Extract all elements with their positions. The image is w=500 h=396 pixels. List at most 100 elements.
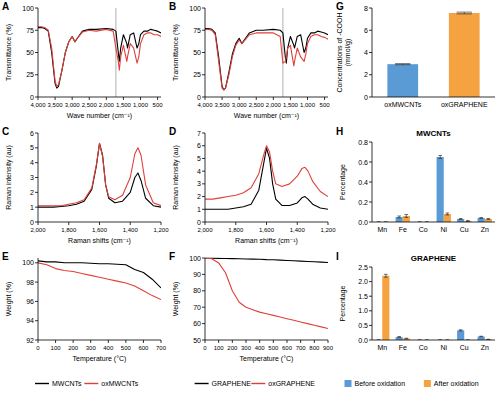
y-tick-label: 50	[26, 49, 34, 56]
error-bar-cap	[466, 220, 470, 221]
y-tick-label: 2	[30, 189, 34, 196]
series-line	[38, 263, 161, 300]
y-tick	[369, 310, 372, 311]
panel: CRaman intensity (au)01234562,0001,8001,…	[2, 126, 169, 245]
x-tick	[218, 340, 219, 343]
x-tick-label: 2,000	[99, 102, 115, 108]
x-tick	[38, 222, 39, 225]
y-tick-label: 1	[197, 206, 201, 213]
y-tick	[35, 177, 38, 178]
series-line	[205, 258, 328, 329]
error-bar-cap	[438, 158, 442, 159]
y-tick	[35, 52, 38, 53]
x-tick	[55, 97, 56, 100]
x-axis-line	[372, 340, 495, 341]
y-tick-label: 25	[26, 71, 34, 78]
error-bar-stem	[385, 274, 386, 277]
error-bar-cap	[405, 338, 409, 339]
plot-area	[205, 258, 328, 329]
x-tick	[161, 222, 162, 225]
y-axis-title-line: Weight (%)	[172, 282, 180, 317]
y-tick-label: 0	[364, 94, 368, 101]
x-tick-label: 500	[268, 345, 279, 351]
plot-area	[205, 146, 328, 210]
x-tick	[273, 97, 274, 100]
y-tick-label: 2.0	[358, 278, 368, 285]
y-tick-label: 1.0	[358, 307, 368, 314]
y-tick-label: 100	[22, 5, 34, 12]
x-tick-label: Ni	[440, 226, 447, 233]
y-tick	[35, 207, 38, 208]
error-bar-stem	[406, 215, 407, 218]
y-axis-line	[372, 8, 373, 97]
y-tick-label: 90	[193, 271, 201, 278]
error-bar-cap	[405, 217, 409, 218]
plot-area	[205, 8, 328, 97]
y-tick-label: 5	[197, 155, 201, 162]
y-tick	[202, 307, 205, 308]
error-bar	[479, 218, 483, 219]
x-tick-label: 1,000	[300, 102, 316, 108]
y-axis-title-line: Weight (%)	[5, 282, 13, 317]
y-tick-label: 7	[197, 130, 201, 137]
bar	[457, 330, 464, 340]
series-line	[205, 258, 328, 262]
y-tick-label: 6	[364, 27, 368, 34]
x-tick	[307, 97, 308, 100]
x-tick-label: 300	[86, 345, 97, 351]
y-tick-label: 0	[30, 94, 34, 101]
x-tick-label: Co	[419, 226, 428, 233]
y-tick	[35, 301, 38, 302]
panel-letter: E	[2, 251, 9, 262]
y-axis-line	[372, 142, 373, 222]
x-tick-label: Ni	[440, 344, 447, 351]
plot-area	[38, 261, 161, 300]
y-tick-label: 92	[26, 337, 34, 344]
y-tick-label: 100	[22, 259, 34, 266]
y-axis-title-line: Raman intensity (au)	[172, 145, 180, 210]
y-tick-label: 0.4	[358, 179, 368, 186]
x-axis-title: Temperature (°C)	[73, 355, 127, 363]
x-tick-label: 3,000	[65, 102, 81, 108]
x-axis-title: Wave number (cm⁻¹)	[67, 112, 132, 120]
x-tick-label: 2,500	[249, 102, 265, 108]
legend-swatch	[195, 383, 209, 384]
error-bar-cap	[479, 217, 483, 218]
panel-letter: D	[169, 126, 176, 137]
x-tick-label: 1,200	[153, 227, 169, 233]
error-bar	[459, 330, 463, 331]
error-bar-cap	[438, 155, 442, 156]
x-axis-line	[38, 97, 161, 98]
y-axis-line	[38, 258, 39, 340]
bar	[485, 219, 492, 222]
y-axis-line	[38, 133, 39, 222]
y-tick-label: 2.5	[358, 264, 368, 271]
x-tick-label: 900	[323, 345, 334, 351]
legend-label: Before oxidation	[354, 380, 405, 387]
y-tick	[202, 74, 205, 75]
x-axis-line	[205, 340, 328, 341]
x-tick	[246, 340, 247, 343]
x-tick	[328, 340, 329, 343]
panel: ATransmittance (%)02550751004,0003,5003,…	[2, 1, 163, 120]
x-tick	[90, 340, 91, 343]
panel-letter: G	[336, 1, 344, 12]
error-bar-cap	[397, 218, 401, 219]
x-tick-label: 3,000	[232, 102, 248, 108]
x-tick-label: oxMWCNTs	[384, 101, 421, 108]
y-tick	[202, 158, 205, 159]
x-tick	[68, 222, 69, 225]
x-tick-label: Zn	[481, 226, 489, 233]
y-tick-label: 0.0	[358, 337, 368, 344]
y-tick	[369, 162, 372, 163]
panel: HMWCNTsPercentage0.00.20.40.60.8MnFeCoNi…	[336, 126, 495, 233]
y-tick-label: 4	[364, 49, 368, 56]
x-tick-label: 1,400	[290, 227, 306, 233]
y-tick-label: 96	[26, 298, 34, 305]
x-tick	[205, 340, 206, 343]
x-tick	[73, 340, 74, 343]
error-bar-cap	[479, 336, 483, 337]
x-tick	[232, 340, 233, 343]
y-tick	[35, 74, 38, 75]
x-axis-title: Wave number (cm⁻¹)	[234, 112, 299, 120]
